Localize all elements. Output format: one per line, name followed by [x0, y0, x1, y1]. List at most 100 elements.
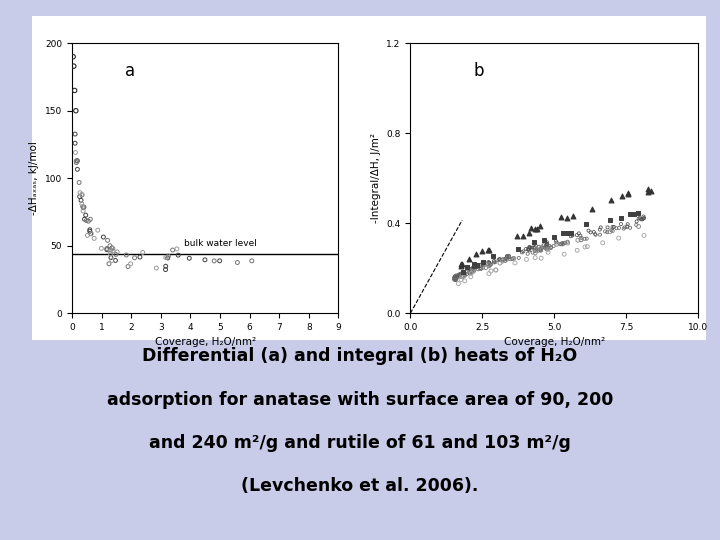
Point [541, 240, 553, 248]
Point [590, 231, 601, 239]
Point [573, 229, 585, 238]
Point [121, 251, 132, 259]
Point [449, 273, 460, 282]
Point [459, 269, 470, 278]
Point [482, 246, 494, 254]
Point [534, 221, 546, 230]
Point [643, 185, 654, 193]
Point [579, 242, 590, 251]
Point [536, 254, 547, 262]
Point [457, 268, 469, 276]
Point [89, 234, 100, 242]
Point [76, 191, 88, 199]
Point [69, 130, 81, 138]
Point [599, 227, 611, 235]
Point [472, 265, 484, 274]
Point [472, 263, 483, 272]
Point [544, 241, 555, 250]
Y-axis label: -Integral/ΔH, J/m²: -Integral/ΔH, J/m² [371, 133, 381, 223]
Point [572, 246, 583, 255]
Point [528, 238, 540, 246]
Point [475, 264, 487, 273]
Point [541, 240, 553, 249]
Point [540, 244, 552, 253]
Point [467, 267, 478, 276]
Point [467, 267, 479, 276]
Point [533, 242, 544, 251]
Point [529, 253, 541, 262]
Point [104, 241, 116, 250]
Point [453, 279, 464, 288]
X-axis label: Coverage, H₂O/nm²: Coverage, H₂O/nm² [504, 338, 605, 347]
Point [457, 267, 469, 276]
Point [103, 259, 114, 268]
Point [449, 272, 461, 281]
Point [511, 232, 523, 240]
Point [72, 157, 84, 165]
Point [548, 241, 559, 250]
Point [199, 255, 211, 264]
Point [232, 258, 243, 267]
Point [463, 266, 474, 275]
Point [624, 224, 636, 232]
Point [474, 264, 486, 273]
Point [160, 262, 171, 271]
Point [512, 245, 523, 254]
Point [501, 255, 513, 264]
Point [78, 215, 90, 224]
Point [474, 264, 485, 273]
Point [618, 224, 629, 233]
Point [490, 266, 501, 274]
Point [466, 269, 477, 278]
Point [505, 255, 516, 264]
Point [631, 217, 642, 226]
Point [631, 221, 642, 230]
Point [521, 255, 532, 264]
Point [490, 266, 502, 274]
Point [638, 212, 649, 221]
Point [497, 255, 508, 264]
Point [565, 232, 577, 240]
Point [594, 231, 606, 239]
Point [475, 264, 487, 273]
Point [96, 244, 107, 253]
Point [615, 213, 626, 222]
Point [134, 253, 145, 261]
Point [69, 86, 81, 95]
Point [636, 215, 648, 224]
Point [485, 260, 497, 269]
Point [605, 195, 616, 204]
Point [536, 243, 548, 252]
Point [102, 236, 113, 245]
Point [452, 272, 464, 281]
Point [78, 204, 89, 212]
Point [171, 245, 183, 253]
Point [608, 222, 620, 231]
Point [483, 258, 495, 267]
Text: bulk water level: bulk water level [184, 239, 257, 248]
Point [601, 228, 613, 237]
Point [529, 248, 541, 257]
Point [477, 247, 488, 255]
Text: and 240 m²/g and rutile of 61 and 103 m²/g: and 240 m²/g and rutile of 61 and 103 m²… [149, 434, 571, 452]
Point [531, 246, 542, 255]
Point [465, 265, 477, 273]
Point [559, 238, 571, 247]
Point [531, 246, 542, 254]
Point [457, 272, 469, 281]
Point [621, 222, 633, 231]
Point [163, 252, 174, 260]
Point [458, 268, 469, 277]
Point [635, 215, 647, 224]
Point [465, 273, 477, 281]
Point [461, 269, 472, 278]
Point [137, 248, 148, 256]
Point [576, 234, 588, 242]
Point [494, 255, 505, 264]
Point [597, 239, 608, 247]
Point [594, 225, 606, 234]
Point [500, 254, 512, 263]
Point [86, 230, 97, 238]
Point [557, 229, 569, 238]
Point [453, 272, 464, 280]
